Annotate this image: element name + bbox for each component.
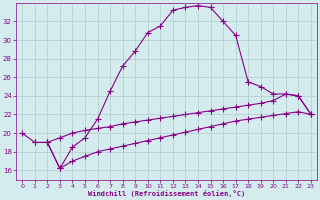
X-axis label: Windchill (Refroidissement éolien,°C): Windchill (Refroidissement éolien,°C) bbox=[88, 190, 245, 197]
